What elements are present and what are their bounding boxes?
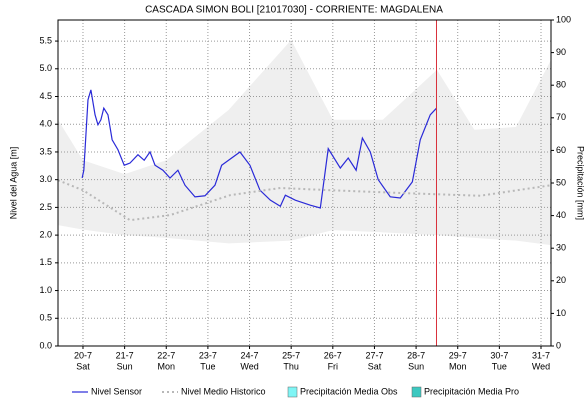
y-tick-label: 3.0 [39, 174, 52, 184]
y2-tick-label: 30 [556, 243, 566, 253]
y2-tick-label: 10 [556, 308, 566, 318]
legend-swatch [287, 386, 298, 398]
y2-tick-label: 70 [556, 112, 566, 122]
y-tick-label: 4.0 [39, 119, 52, 129]
series-line [81, 89, 437, 209]
y2-tick-label: 0 [556, 340, 561, 350]
legend-label: Precipitación Media Obs [300, 386, 398, 396]
x-tick-label: 29-7 [449, 350, 467, 360]
x-tick-label: 22-7 [157, 350, 175, 360]
x-tick-day: Sat [76, 361, 90, 371]
legend-label: Precipitación Media Pro [424, 386, 519, 396]
series-line [57, 179, 552, 222]
legend-label: Nivel Sensor [91, 386, 142, 396]
x-tick-day: Sun [117, 361, 133, 371]
plot-frame [57, 19, 552, 347]
x-tick-day: Wed [532, 361, 550, 371]
chart-title: CASCADA SIMON BOLI [21017030] - CORRIENT… [145, 5, 443, 16]
x-tick-label: 28-7 [407, 350, 425, 360]
x-tick-day: Thu [283, 361, 299, 371]
x-tick-day: Tue [492, 361, 507, 371]
y2-axis-label: Precipitación [mm] [576, 146, 586, 220]
y2-tick-label: 40 [556, 210, 566, 220]
y-tick-label: 1.0 [39, 285, 52, 295]
x-tick-label: 24-7 [241, 350, 259, 360]
y-tick-label: 0.0 [39, 340, 52, 350]
y-tick-label: 2.0 [39, 229, 52, 239]
x-tick-day: Mon [449, 361, 467, 371]
x-tick-label: 20-7 [74, 350, 92, 360]
y-tick-label: 5.0 [39, 63, 52, 73]
x-tick-day: Mon [158, 361, 176, 371]
y-axis-label: Nivel del Agua [m] [8, 147, 18, 220]
y-tick-label: 3.5 [39, 146, 52, 156]
x-tick-label: 31-7 [532, 350, 550, 360]
legend-swatch [411, 386, 422, 398]
y2-tick-label: 80 [556, 80, 566, 90]
y2-tick-label: 100 [556, 14, 571, 24]
x-tick-label: 27-7 [365, 350, 383, 360]
x-tick-day: Sat [368, 361, 382, 371]
y2-tick-label: 90 [556, 47, 566, 57]
x-tick-label: 26-7 [324, 350, 342, 360]
y2-tick-label: 60 [556, 145, 566, 155]
legend-label: Nivel Medio Historico [181, 386, 266, 396]
y-tick-label: 4.5 [39, 91, 52, 101]
y-tick-label: 2.5 [39, 202, 52, 212]
x-tick-day: Sun [408, 361, 424, 371]
x-tick-day: Tue [200, 361, 215, 371]
y2-tick-label: 20 [556, 275, 566, 285]
y-tick-label: 1.5 [39, 257, 52, 267]
x-tick-label: 21-7 [116, 350, 134, 360]
x-tick-day: Wed [240, 361, 258, 371]
y-tick-label: 5.5 [39, 35, 52, 45]
historic-range [58, 39, 551, 246]
x-tick-label: 23-7 [199, 350, 217, 360]
x-tick-label: 30-7 [490, 350, 508, 360]
x-tick-day: Fri [328, 361, 339, 371]
y2-tick-label: 50 [556, 177, 566, 187]
x-tick-label: 25-7 [282, 350, 300, 360]
y-tick-label: 0.5 [39, 313, 52, 323]
